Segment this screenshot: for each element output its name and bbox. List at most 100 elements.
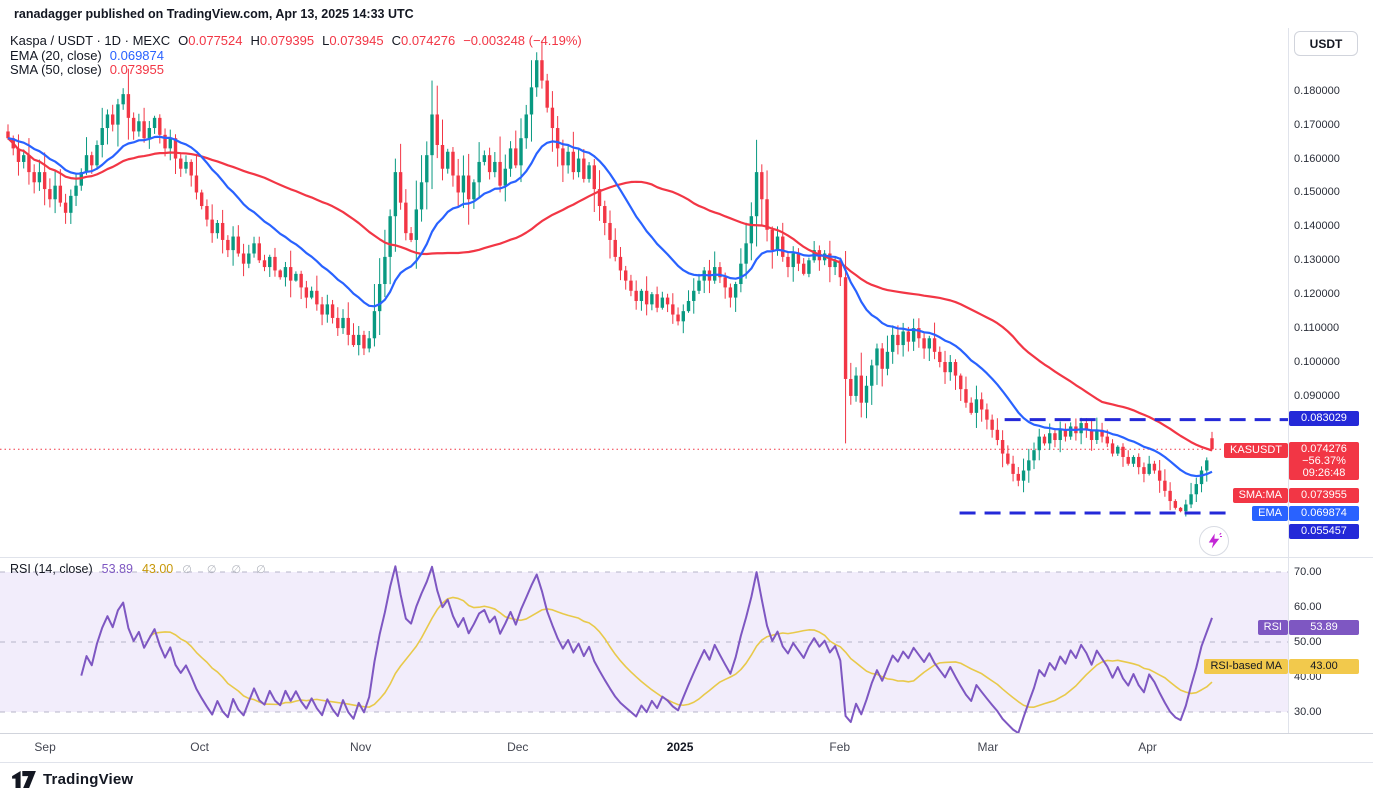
ema-legend-label[interactable]: EMA (20, close) xyxy=(10,47,102,63)
price-axis-separator xyxy=(1288,28,1289,733)
candle-body xyxy=(377,284,382,312)
candle-body xyxy=(226,239,230,251)
candle-body xyxy=(487,155,492,173)
ema-axis-tag: EMA xyxy=(1252,506,1288,522)
rsi-tick-label: 40.00 xyxy=(1294,671,1322,683)
candle-body xyxy=(179,158,183,169)
candle-body xyxy=(320,304,324,315)
candle-body xyxy=(796,253,801,264)
candle-body xyxy=(880,348,884,369)
candle-body xyxy=(1058,429,1062,441)
ohlc-pair: C0.074276 xyxy=(391,33,456,48)
rsi-band xyxy=(0,572,1288,712)
candle-body xyxy=(74,185,78,196)
candle-body xyxy=(932,338,937,352)
candle-body xyxy=(927,338,932,349)
main-chart-canvas[interactable] xyxy=(0,28,1288,557)
candle-body xyxy=(1110,443,1115,454)
symbol-title[interactable]: Kaspa / USDT · 1D · MEXC xyxy=(10,33,171,48)
candle-body xyxy=(592,165,596,190)
candle-body xyxy=(697,280,701,291)
candle-body xyxy=(545,80,549,108)
candle-body xyxy=(393,172,398,217)
candle-body xyxy=(105,114,110,129)
time-tick-label[interactable]: Oct xyxy=(190,740,209,754)
tradingview-wordmark[interactable]: TradingView xyxy=(43,771,134,788)
candle-body xyxy=(644,290,649,305)
candle-body xyxy=(330,304,335,318)
rsi-ma-axis-badge: 43.00 xyxy=(1289,658,1359,674)
candle-body xyxy=(215,222,220,234)
bar-countdown: 09:26:48 xyxy=(1302,467,1346,480)
candle-body xyxy=(110,114,115,125)
candle-body xyxy=(1210,438,1214,450)
change-percent-value: −56.37% xyxy=(1302,455,1346,468)
candle-body xyxy=(398,172,403,203)
price-tick-label: 0.090000 xyxy=(1294,389,1340,402)
candle-body xyxy=(357,334,361,346)
price-tick-label: 0.170000 xyxy=(1294,118,1340,131)
pane-separator[interactable] xyxy=(0,557,1373,558)
candle-body xyxy=(1011,463,1015,474)
candle-body xyxy=(969,402,973,413)
hidden-series-icons: ∅ ∅ ∅ ∅ xyxy=(182,564,272,576)
candle-body xyxy=(985,409,989,420)
time-tick-label[interactable]: Dec xyxy=(507,740,529,754)
candle-body xyxy=(754,172,759,217)
rsi-legend: RSI (14, close) 53.89 43.00 ∅ ∅ ∅ ∅ xyxy=(10,562,272,576)
candle-body xyxy=(1178,507,1183,512)
sma-axis-badge: 0.073955 xyxy=(1289,488,1359,504)
candle-body xyxy=(137,121,141,132)
candle-body xyxy=(288,267,293,281)
candle-body xyxy=(1116,446,1120,454)
candle-body xyxy=(665,297,670,305)
candle-body xyxy=(1131,456,1136,464)
price-tick-label: 0.120000 xyxy=(1294,288,1340,301)
time-tick-label[interactable]: Mar xyxy=(977,740,999,754)
candle-body xyxy=(48,189,52,200)
candle-body xyxy=(22,155,26,162)
price-tick-label: 0.180000 xyxy=(1294,84,1340,97)
candle-body xyxy=(205,206,209,220)
time-tick-label[interactable]: Apr xyxy=(1138,740,1157,754)
candle-body xyxy=(383,256,387,285)
sma-legend-label[interactable]: SMA (50, close) xyxy=(10,62,102,77)
lightning-icon xyxy=(1208,532,1222,549)
currency-button[interactable]: USDT xyxy=(1294,31,1358,56)
candle-body xyxy=(268,256,272,268)
tradingview-logo-mark[interactable] xyxy=(12,771,36,788)
candle-body xyxy=(655,294,659,308)
rsi-legend-label[interactable]: RSI (14, close) xyxy=(10,562,93,576)
candle-body xyxy=(84,155,89,173)
candle-body xyxy=(299,273,303,288)
time-tick-label[interactable]: Nov xyxy=(349,740,372,754)
candle-body xyxy=(16,148,21,162)
candle-body xyxy=(728,287,733,298)
candle-body xyxy=(294,273,298,281)
rsi-chart-canvas[interactable] xyxy=(0,558,1288,733)
ohlc-pair: H0.079395 xyxy=(250,33,315,48)
candle-body xyxy=(801,263,806,274)
candle-body xyxy=(220,222,225,240)
candle-body xyxy=(597,189,602,207)
time-tick-label[interactable]: Feb xyxy=(829,740,851,754)
flash-icon-button[interactable] xyxy=(1199,526,1229,556)
candle-body xyxy=(472,182,476,200)
candle-body xyxy=(315,290,319,305)
price-tick-label: 0.140000 xyxy=(1294,220,1340,233)
candle-body xyxy=(1000,440,1005,454)
candle-body xyxy=(587,165,591,179)
candle-body xyxy=(948,362,952,373)
ohlc-pair: L0.073945 xyxy=(322,33,384,48)
time-tick-label[interactable]: Sep xyxy=(34,740,56,754)
candle-body xyxy=(1137,456,1141,468)
candle-body xyxy=(1095,429,1099,441)
candle-body xyxy=(1168,490,1172,502)
candle-body xyxy=(843,277,848,379)
candle-body xyxy=(121,94,125,105)
candle-body xyxy=(482,155,487,162)
candle-body xyxy=(283,267,288,278)
candle-body xyxy=(1199,470,1204,485)
time-tick-label[interactable]: 2025 xyxy=(666,740,694,754)
candle-body xyxy=(1157,470,1162,481)
